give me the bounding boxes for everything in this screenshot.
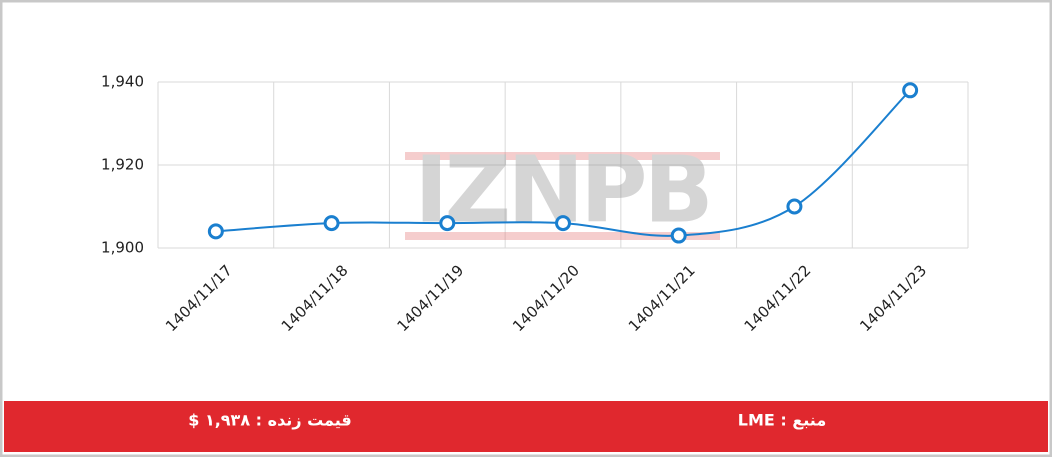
point <box>670 227 687 244</box>
point <box>439 215 456 232</box>
point <box>207 223 224 240</box>
footer-bar <box>4 401 1048 452</box>
y-tick-label: 1,920 <box>101 156 144 174</box>
y-tick-label: 1,940 <box>101 73 144 91</box>
grid <box>157 81 969 249</box>
source: منبع : LME <box>738 411 826 430</box>
y-tick-label: 1,900 <box>101 239 144 257</box>
point <box>902 82 919 99</box>
live-price: قیمت زنده : ۱,۹۳۸ $ <box>188 411 352 430</box>
point <box>786 198 803 215</box>
point <box>555 215 571 232</box>
point <box>323 215 340 232</box>
